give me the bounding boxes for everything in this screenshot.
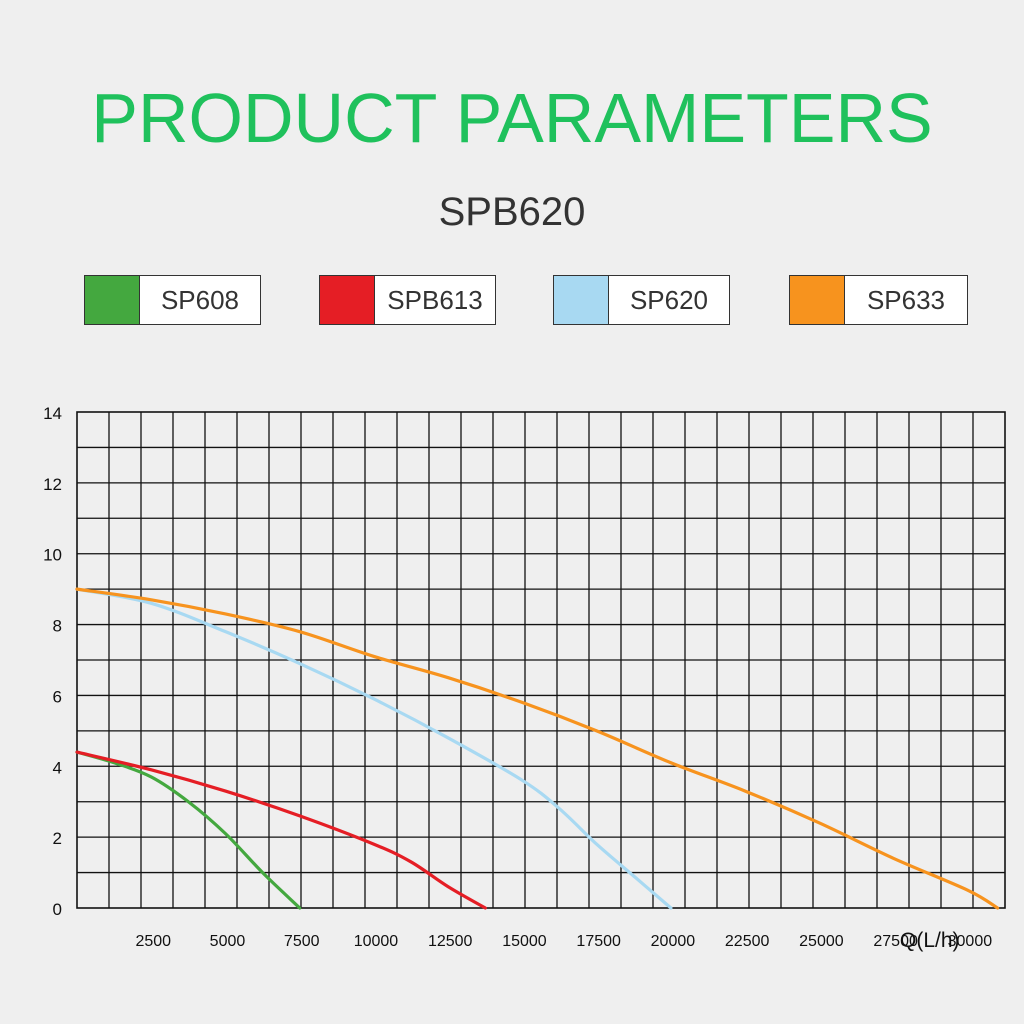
series-line-spb613 [75, 750, 487, 910]
legend-swatch [320, 276, 375, 324]
y-tick-label: 4 [53, 758, 62, 777]
legend-item-sp620: SP620 [553, 275, 730, 325]
chart-subtitle: SPB620 [438, 190, 586, 234]
y-tick-label: 2 [53, 829, 62, 848]
x-tick-label: 20000 [651, 933, 696, 950]
series-line-sp633 [75, 587, 1000, 910]
legend-label: SPB613 [387, 284, 483, 315]
legend-item-sp608: SP608 [84, 275, 261, 325]
x-tick-label: 12500 [428, 933, 473, 950]
x-tick-label: 25000 [799, 933, 844, 950]
y-tick-label: 12 [43, 475, 62, 494]
x-tick-label: 22500 [725, 933, 770, 950]
x-tick-label: 30000 [948, 933, 993, 950]
x-tick-label: 2500 [135, 933, 171, 950]
x-tick-label: 5000 [210, 933, 246, 950]
series-lines [75, 587, 1000, 910]
y-tick-label: 0 [53, 900, 62, 919]
legend-swatch [85, 276, 140, 324]
x-tick-label: 27500 [873, 933, 918, 950]
x-tick-label: 10000 [354, 933, 399, 950]
legend-swatch [790, 276, 845, 324]
page-title: PRODUCT PARAMETERS [91, 79, 933, 157]
y-tick-label: 8 [53, 617, 62, 636]
y-tick-label: 10 [43, 546, 62, 565]
legend-swatch [554, 276, 609, 324]
x-axis-label: Q(L/h) [900, 929, 960, 952]
x-tick-label: 17500 [576, 933, 621, 950]
legend-item-spb613: SPB613 [319, 275, 496, 325]
x-tick-label: 7500 [284, 933, 320, 950]
series-line-sp620 [75, 587, 673, 910]
legend-label: SP620 [629, 284, 709, 315]
y-tick-label: 6 [53, 687, 62, 706]
legend-label: SP608 [160, 284, 240, 315]
tick-labels: 0 2 4 6 8 10 12 14 2500 5000 7500 10000 12500 15000 17… [43, 404, 992, 950]
grid [76, 411, 1006, 909]
x-tick-label: 15000 [502, 933, 547, 950]
y-tick-label: 14 [43, 404, 62, 423]
series-line-sp608 [75, 750, 302, 910]
legend-item-sp633: SP633 [789, 275, 968, 325]
legend-label: SP633 [866, 284, 946, 315]
